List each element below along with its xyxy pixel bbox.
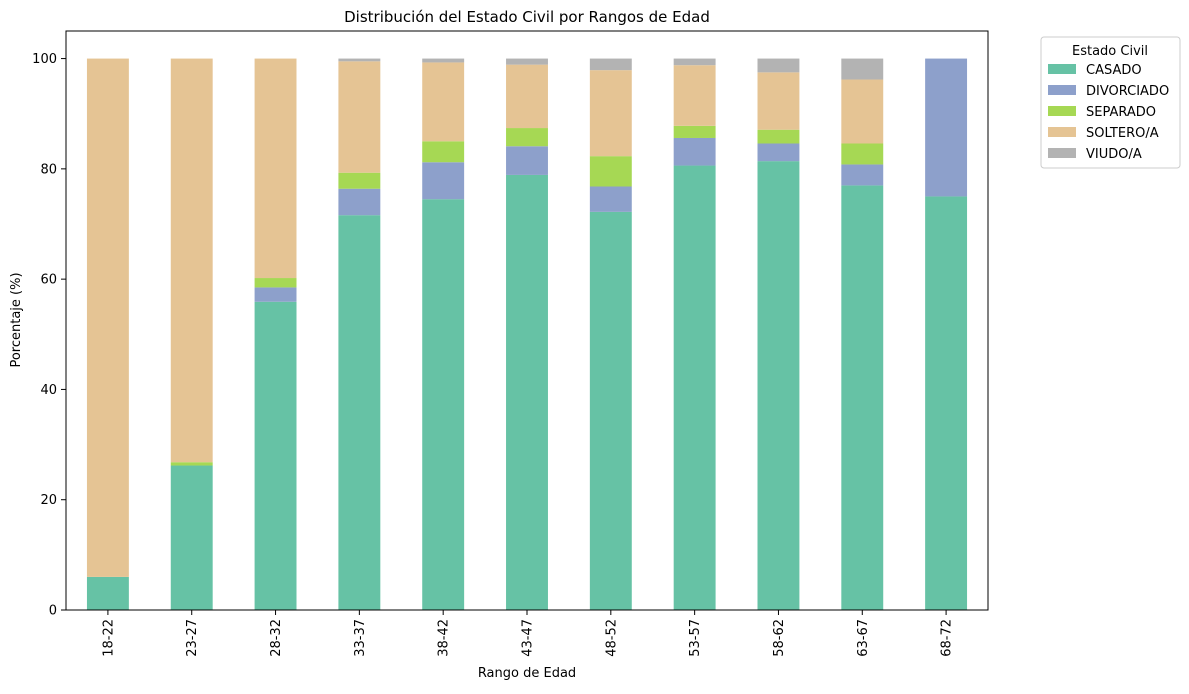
bar-divorciado-53-57	[673, 137, 716, 166]
x-tick-label: 53-57	[688, 619, 703, 657]
bar-divorciado-48-52	[589, 186, 632, 212]
y-axis: 0 20 40 60 80 100	[32, 52, 66, 619]
bar-viudo-a-48-52	[589, 58, 632, 71]
y-tick-label: 0	[49, 604, 57, 619]
bar-divorciado-63-67	[841, 164, 884, 186]
legend-swatch	[1048, 148, 1076, 158]
chart-title: Distribución del Estado Civil por Rangos…	[344, 8, 710, 26]
bar-soltero-a-18-22	[86, 58, 129, 577]
bar-viudo-a-33-37	[338, 58, 381, 62]
y-tick-label: 20	[40, 493, 57, 508]
x-axis-label: Rango de Edad	[478, 666, 576, 681]
bar-viudo-a-38-42	[422, 58, 465, 63]
bar-casado-68-72	[925, 196, 968, 610]
x-tick-label: 28-32	[269, 619, 284, 657]
bar-casado-58-62	[757, 161, 800, 610]
legend-swatch	[1048, 127, 1076, 137]
bar-separado-28-32	[254, 278, 297, 288]
legend-swatch	[1048, 85, 1076, 95]
bar-separado-43-47	[506, 128, 548, 147]
bar-separado-48-52	[589, 156, 632, 187]
bar-casado-23-27	[170, 465, 213, 610]
x-tick-label: 38-42	[437, 619, 452, 657]
legend-label: VIUDO/A	[1086, 147, 1142, 162]
bar-viudo-a-53-57	[673, 58, 716, 66]
bar-separado-33-37	[338, 172, 381, 189]
bar-viudo-a-63-67	[841, 58, 884, 80]
plot-frame	[65, 30, 989, 611]
legend-label: SEPARADO	[1086, 105, 1156, 120]
x-tick-label: 58-62	[772, 619, 787, 657]
bar-casado-33-37	[338, 215, 381, 611]
bar-soltero-a-33-37	[338, 61, 381, 173]
y-tick-label: 100	[32, 52, 57, 67]
y-tick-label: 40	[40, 383, 57, 398]
bar-soltero-a-53-57	[673, 65, 716, 126]
bar-soltero-a-38-42	[422, 62, 465, 142]
bar-casado-18-22	[86, 576, 129, 610]
bar-soltero-a-63-67	[841, 79, 884, 144]
legend-items: CASADO DIVORCIADO SEPARADO SOLTERO/A VIUDO/A	[1048, 63, 1169, 162]
bar-casado-53-57	[673, 165, 716, 610]
bar-divorciado-58-62	[757, 143, 800, 162]
bar-separado-63-67	[841, 143, 884, 165]
bars	[86, 58, 968, 611]
bar-separado-23-27	[170, 462, 213, 466]
bar-divorciado-43-47	[506, 146, 548, 175]
bar-divorciado-68-72	[925, 58, 968, 197]
bar-separado-58-62	[757, 129, 800, 144]
y-axis-label: Porcentaje (%)	[9, 272, 24, 367]
bar-divorciado-28-32	[254, 287, 297, 302]
bar-separado-38-42	[422, 141, 465, 163]
bar-casado-38-42	[422, 199, 465, 610]
x-tick-label: 63-67	[856, 619, 871, 657]
legend-title: Estado Civil	[1072, 44, 1148, 59]
legend-swatch	[1048, 106, 1076, 116]
y-tick-label: 80	[40, 162, 57, 177]
x-tick-label: 33-37	[353, 619, 368, 657]
bar-casado-48-52	[589, 211, 632, 610]
bar-viudo-a-58-62	[757, 58, 800, 73]
bar-divorciado-33-37	[338, 188, 381, 216]
legend-label: CASADO	[1086, 63, 1142, 78]
x-tick-label: 43-47	[521, 619, 536, 657]
bar-casado-28-32	[254, 301, 297, 610]
bar-divorciado-38-42	[422, 162, 465, 200]
bar-soltero-a-23-27	[170, 58, 213, 463]
bar-soltero-a-48-52	[589, 70, 632, 157]
bar-soltero-a-58-62	[757, 72, 800, 130]
bar-separado-53-57	[673, 125, 716, 138]
legend-swatch	[1048, 64, 1076, 74]
y-tick-label: 60	[40, 273, 57, 288]
legend: Estado Civil CASADO DIVORCIADO SEPARADO SOL…	[1040, 36, 1181, 169]
x-tick-label: 18-22	[101, 619, 116, 657]
bar-soltero-a-43-47	[506, 64, 548, 129]
legend-label: SOLTERO/A	[1086, 126, 1159, 141]
x-tick-label: 48-52	[604, 619, 619, 657]
x-axis: 18-22 23-27 28-32 33-37 38-42 43-47 48-52 53-57…	[101, 610, 955, 657]
bar-soltero-a-28-32	[254, 58, 297, 279]
x-tick-label: 23-27	[185, 619, 200, 657]
bar-viudo-a-43-47	[506, 58, 548, 65]
bar-casado-63-67	[841, 185, 884, 610]
bar-casado-43-47	[506, 174, 548, 610]
legend-label: DIVORCIADO	[1086, 84, 1169, 99]
x-tick-label: 68-72	[940, 619, 955, 657]
